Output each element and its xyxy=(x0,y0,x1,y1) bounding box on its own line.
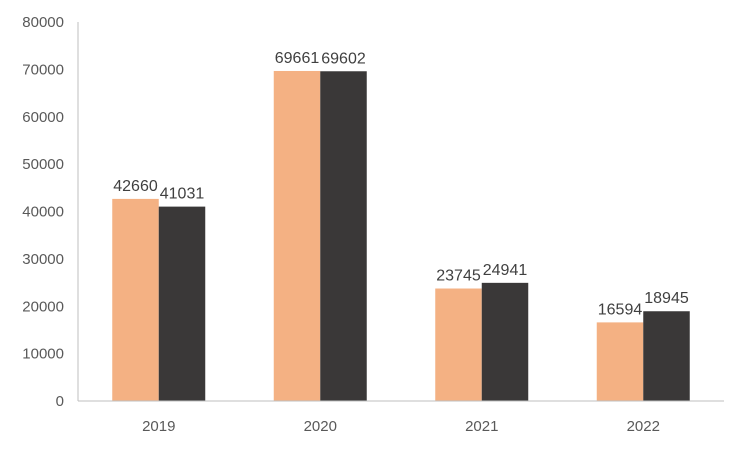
x-tick-label: 2021 xyxy=(465,418,498,435)
data-label: 69661 xyxy=(275,50,320,67)
bar-series-2-2019 xyxy=(158,206,206,401)
y-tick-label: 30000 xyxy=(22,251,64,268)
bar-series-2-2020 xyxy=(320,71,367,401)
y-tick-label: 70000 xyxy=(22,61,64,78)
data-label: 41031 xyxy=(160,186,205,203)
x-tick-label: 2019 xyxy=(142,418,175,435)
x-tick-label: 2020 xyxy=(304,418,337,435)
bar-series-1-2020 xyxy=(273,70,321,401)
bar-series-2-2022 xyxy=(643,311,690,401)
y-axis: 0 10000 20000 30000 40000 50000 60000 70000 8000… xyxy=(22,14,79,410)
data-label: 16594 xyxy=(598,301,643,318)
data-label: 42660 xyxy=(113,178,158,195)
y-tick-label: 60000 xyxy=(22,109,64,126)
data-label: 23745 xyxy=(436,268,481,285)
bar-series-1-2019 xyxy=(112,198,159,401)
x-tick-label: 2022 xyxy=(627,418,660,435)
data-label: 18945 xyxy=(644,290,689,307)
y-tick-label: 40000 xyxy=(22,204,64,221)
data-labels: 42660 69661 23745 16594 41031 69602 24941 18945 xyxy=(113,50,689,318)
bar-series-1-2022 xyxy=(596,322,644,401)
y-tick-label: 80000 xyxy=(22,14,64,31)
y-tick-label: 10000 xyxy=(22,346,64,363)
bars xyxy=(112,70,690,401)
bar-series-2-2021 xyxy=(481,282,529,401)
y-tick-label: 50000 xyxy=(22,156,64,173)
bar-series-1-2021 xyxy=(435,288,482,401)
data-label: 24941 xyxy=(483,262,528,279)
data-label: 69602 xyxy=(321,50,366,67)
x-axis: 2019 2020 2021 2022 xyxy=(78,400,724,435)
y-tick-label: 20000 xyxy=(22,298,64,315)
y-tick-label: 0 xyxy=(56,393,64,410)
